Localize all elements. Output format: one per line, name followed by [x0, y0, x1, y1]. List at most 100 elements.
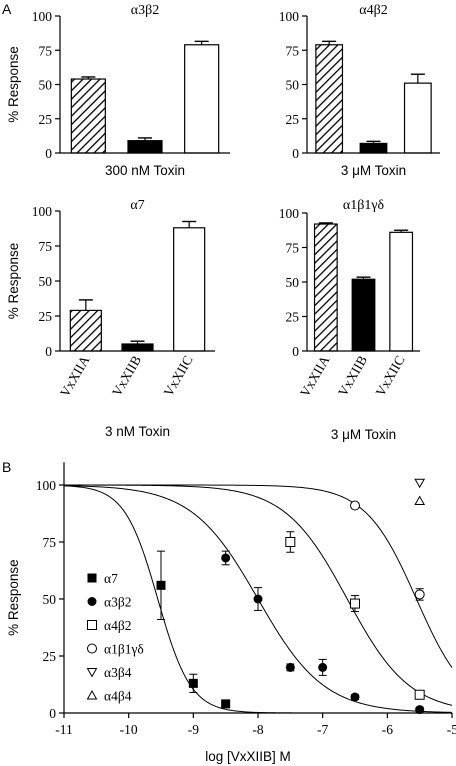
legend-label: α1β1γδ [104, 642, 144, 657]
point-α7 [221, 699, 231, 709]
bar-vxxiia [70, 78, 106, 154]
x-tick-label: -10 [120, 722, 138, 737]
bar-vxxiia [315, 44, 344, 154]
bar-vxxiib [121, 343, 154, 352]
bar-chart-a7: 0 25 50 75 100 VxXIIA VxXIIB VxXIIC α7 3 nM Toxin… [6, 198, 215, 439]
legend-label: α3β2 [104, 595, 131, 610]
y-tick-label: 0 [45, 146, 52, 161]
x-tick-label: -9 [188, 722, 199, 737]
point-α3β2 [318, 662, 328, 672]
x-tick-label: -6 [382, 722, 393, 737]
legend-marker-α4β2 [87, 620, 97, 630]
legend-label: α4β4 [104, 689, 132, 704]
y-axis-label: % Response [6, 559, 21, 636]
legend-label: α7 [104, 571, 118, 586]
y-axis-label: % Response [6, 243, 21, 320]
panel-label-a: A [2, 1, 12, 17]
bar-vxxiib [359, 142, 388, 154]
bar-chart-a3b2: 0 25 50 75 100 α3β2 300 nM Toxin % Response [6, 3, 230, 178]
chart-caption: 3 μM Toxin [331, 427, 396, 442]
chart-caption: 3 nM Toxin [105, 424, 170, 439]
legend-label: α3β4 [104, 665, 132, 680]
y-axis-label: % Response [6, 46, 21, 123]
y-tick-label: 75 [286, 241, 300, 256]
bar-vxxiia [69, 309, 102, 352]
y-tick-label: 100 [32, 204, 53, 219]
y-tick-label: 0 [292, 146, 299, 161]
chart-caption: 3 μM Toxin [341, 163, 406, 178]
point-α3β2 [285, 662, 295, 672]
y-tick-label: 25 [286, 112, 300, 127]
legend-marker-α7 [87, 573, 97, 583]
point-α4β2 [414, 689, 425, 700]
y-tick-label: 75 [39, 239, 53, 254]
point-α3β2 [415, 705, 425, 715]
x-tick-label: VxXIIB [335, 353, 370, 399]
point-α4β4 [414, 495, 426, 505]
x-tick-label: VxXIIA [297, 353, 333, 400]
x-tick-label: -11 [55, 722, 73, 737]
y-tick-label: 100 [279, 206, 300, 221]
point-α3β4 [414, 478, 426, 489]
point-α3β2 [253, 594, 263, 604]
point-α3β2 [350, 692, 360, 702]
x-tick-label: -8 [252, 722, 263, 737]
y-tick-label: 0 [49, 706, 56, 721]
y-tick-label: 50 [286, 78, 300, 93]
fit-curve-α7 [63, 485, 452, 714]
point-α1β1γδ [350, 500, 360, 511]
bar-vxxiib [127, 140, 163, 154]
y-tick-label: 0 [45, 344, 52, 359]
y-tick-label: 25 [286, 310, 300, 325]
y-tick-label: 50 [39, 274, 53, 289]
legend-marker-α1β1γδ [87, 643, 97, 654]
fit-curve-α1β1γδ [64, 484, 453, 668]
point-α7 [156, 580, 166, 590]
bar-vxxiia [313, 223, 338, 352]
y-tick-label: 50 [39, 78, 53, 93]
y-tick-label: 0 [292, 344, 299, 359]
legend-label: α4β2 [104, 618, 131, 633]
y-tick-label: 25 [43, 649, 57, 664]
chart-title: α4β2 [359, 3, 387, 18]
y-tick-label: 75 [39, 43, 53, 58]
legend-marker-α3β2 [87, 597, 97, 606]
bar-vxxiic [403, 82, 432, 154]
legend-marker-α3β4 [86, 668, 98, 678]
chart-title: α7 [130, 198, 144, 213]
bar-vxxiib [351, 278, 376, 352]
y-tick-label: 75 [286, 43, 300, 58]
bar-chart-a4b2: 0 25 50 75 100 α4β2 3 μM Toxin [279, 3, 440, 178]
concentration-response-chart: 0 25 50 75 100 -11 -10 -9 -8 -7 -6 -5 log [VxXIIB] M… [6, 462, 456, 764]
bar-vxxiic [389, 231, 414, 352]
point-α7 [188, 678, 198, 688]
x-axis-label: log [VxXIIB] M [205, 749, 291, 764]
y-tick-label: 50 [43, 592, 57, 607]
y-tick-label: 50 [286, 275, 300, 290]
panel-label-b: B [2, 459, 11, 475]
point-α3β2 [221, 553, 231, 563]
bar-vxxiic [184, 44, 220, 154]
chart-caption: 300 nM Toxin [105, 163, 185, 178]
point-α4β2 [350, 598, 360, 609]
point-α4β2 [285, 537, 296, 547]
point-α1β1γδ [414, 589, 425, 600]
y-tick-label: 100 [32, 9, 53, 24]
x-tick-label: VxXIIB [109, 353, 144, 399]
bar-chart-a1b1gd: 0 25 50 75 100 VxXIIA VxXIIB VxXIIC α1β1γδ 3 μM T… [279, 198, 420, 442]
x-tick-label: -7 [317, 722, 328, 737]
bar-vxxiic [173, 227, 206, 352]
legend-marker-α4β4 [86, 689, 98, 700]
y-tick-label: 100 [279, 9, 300, 24]
x-tick-label: VxXIIC [373, 353, 408, 399]
chart-title: α1β1γδ [343, 198, 385, 213]
chart-title: α3β2 [131, 3, 159, 18]
y-tick-label: 75 [43, 535, 57, 550]
y-tick-label: 25 [39, 112, 53, 127]
y-tick-label: 100 [36, 478, 57, 493]
x-tick-label: VxXIIA [57, 353, 93, 400]
x-tick-label: -5 [447, 722, 456, 737]
y-tick-label: 25 [39, 309, 53, 324]
x-tick-label: VxXIIC [161, 353, 196, 399]
